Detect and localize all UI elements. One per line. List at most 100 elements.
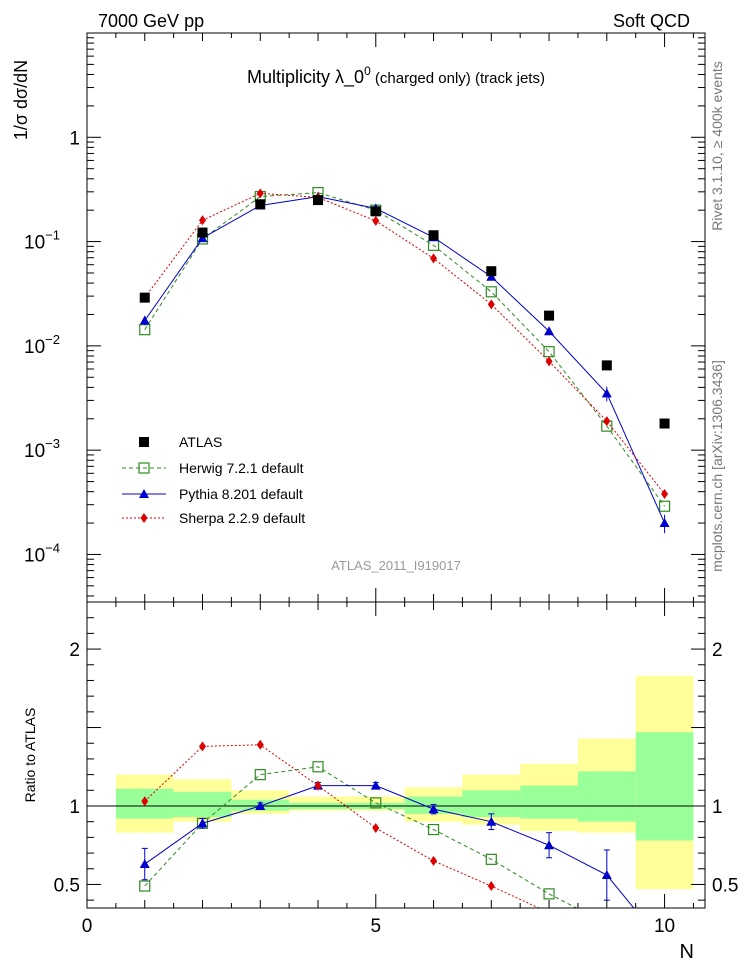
ratio-band-green	[173, 791, 232, 817]
chart-title: Multiplicity λ_00 (charged only) (track …	[247, 64, 545, 88]
x-tick-label: 5	[370, 916, 381, 937]
top-series-layer	[139, 186, 671, 534]
y-tick-base: 10	[24, 233, 45, 254]
atlas-point	[486, 266, 497, 277]
pythia-8-201-default-ratio-line	[144, 785, 635, 908]
sherpa-2-2-9-default-point	[430, 253, 438, 264]
atlas-point	[544, 310, 555, 321]
legend-marker-atlas	[139, 437, 149, 447]
sherpa-2-2-9-default-ratio-point	[372, 822, 380, 833]
header-left: 7000 GeV pp	[98, 11, 204, 31]
analysis-id: ATLAS_2011_I919017	[331, 558, 461, 573]
header-right: Soft QCD	[613, 11, 690, 31]
legend: ATLAS Herwig 7.2.1 default Pythia 8.201 de…	[122, 434, 305, 526]
y-tick-label-bottom-left: 0.5	[54, 875, 80, 896]
y-tick-exponent: −3	[45, 436, 60, 451]
pythia-8-201-default-point	[659, 518, 670, 528]
herwig-7-2-1-default-ratio-point	[543, 888, 555, 900]
y-tick-exponent: −2	[45, 332, 60, 347]
y-tick-label-bottom-right: 1	[712, 797, 723, 818]
x-axis-label: N	[680, 941, 694, 963]
herwig-7-2-1-default-ratio-point	[139, 880, 151, 892]
atlas-point	[659, 418, 670, 429]
herwig-7-2-1-default-ratio-point	[254, 769, 266, 781]
atlas-point	[313, 195, 324, 206]
atlas-point	[370, 206, 381, 217]
y-tick-label-bottom-right: 0.5	[712, 875, 738, 896]
sherpa-2-2-9-default-ratio-point	[256, 739, 264, 750]
atlas-point	[197, 227, 208, 238]
legend-label-herwig-7-2-1-default: Herwig 7.2.1 default	[179, 460, 304, 476]
sherpa-2-2-9-default-point	[199, 215, 207, 226]
herwig-7-2-1-default-ratio-point	[427, 823, 440, 836]
ratio-band-green	[635, 732, 694, 841]
pythia-8-201-default-ratio-point	[544, 840, 555, 850]
herwig-7-2-1-default-point	[658, 500, 671, 512]
legend-label-sherpa-2-2-9-default: Sherpa 2.2.9 default	[179, 510, 305, 526]
y-tick-label-bottom-left: 1	[69, 797, 80, 818]
atlas-point	[428, 230, 439, 241]
sherpa-2-2-9-default-ratio-line	[144, 744, 541, 908]
pythia-8-201-default-ratio-point	[486, 816, 497, 826]
sherpa-2-2-9-default-point	[372, 215, 380, 226]
sherpa-2-2-9-default-point	[661, 488, 669, 499]
title-extra: (charged only) (track jets)	[371, 70, 545, 87]
pythia-8-201-default-ratio-point	[139, 859, 150, 869]
title-sup: 0	[364, 64, 371, 78]
ratio-band-green	[520, 785, 578, 819]
legend-marker-pythia-8-201-default	[139, 489, 149, 498]
herwig-7-2-1-default-ratio-point	[485, 853, 497, 865]
pythia-8-201-default-ratio-point	[255, 801, 266, 810]
ratio-band-green	[462, 790, 521, 817]
atlas-point	[601, 360, 612, 371]
pythia-8-201-default-point	[486, 271, 497, 281]
pythia-8-201-default-ratio-point	[197, 818, 208, 828]
pythia-8-201-default-line	[144, 196, 666, 524]
sherpa-2-2-9-default-ratio-point	[314, 780, 322, 791]
legend-marker-herwig-7-2-1-default	[138, 462, 150, 474]
mcplots-label: mcplots.cern.ch [arXiv:1306.3436]	[709, 360, 725, 572]
y-tick-exponent: −4	[45, 540, 60, 555]
y-tick-label-bottom-right: 2	[712, 640, 723, 661]
x-tick-label: 0	[82, 916, 93, 937]
y-tick-label-top: 10−1	[24, 228, 60, 254]
legend-label-atlas: ATLAS	[179, 434, 222, 450]
title-main: Multiplicity λ_0	[247, 67, 364, 88]
sherpa-2-2-9-default-ratio-point	[199, 741, 207, 752]
bottom-frame	[86, 601, 706, 909]
atlas-point	[139, 292, 150, 303]
herwig-7-2-1-default-ratio-point	[312, 761, 324, 773]
pythia-8-201-default-point	[139, 315, 150, 325]
x-tick-label: 10	[654, 916, 675, 937]
pythia-8-201-default-point	[544, 326, 555, 336]
y-tick-base: 10	[24, 337, 45, 358]
ratio-series-layer	[139, 739, 635, 908]
y-tick-label-bottom-left: 2	[69, 640, 80, 661]
ratio-band-green	[577, 771, 636, 822]
y-tick-label-top: 10−4	[24, 540, 60, 566]
rivet-label: Rivet 3.1.10, ≥ 400k events	[709, 61, 725, 231]
y-tick-label-top: 1	[69, 128, 80, 149]
sherpa-2-2-9-default-line	[144, 192, 665, 495]
legend-label-pythia-8-201-default: Pythia 8.201 default	[179, 486, 303, 502]
sherpa-2-2-9-default-point	[545, 356, 553, 367]
y-axis-label-top: 1/σ dσ/dN	[11, 60, 31, 140]
pythia-8-201-default-ratio-point	[601, 870, 612, 880]
sherpa-2-2-9-default-point	[256, 188, 264, 199]
pythia-8-201-default-ratio-point	[370, 780, 381, 790]
herwig-7-2-1-default-point	[485, 286, 497, 298]
y-tick-label-top: 10−3	[24, 436, 60, 462]
pythia-8-201-default-ratio-point	[428, 804, 439, 814]
y-tick-exponent: −1	[45, 228, 60, 243]
sherpa-2-2-9-default-ratio-point	[141, 796, 149, 807]
legend-marker-sherpa-2-2-9-default	[140, 513, 148, 523]
y-tick-base: 10	[24, 545, 45, 566]
y-axis-label-bottom: Ratio to ATLAS	[22, 708, 38, 803]
pythia-8-201-default-point	[601, 388, 612, 398]
sherpa-2-2-9-default-ratio-point	[487, 881, 495, 892]
herwig-7-2-1-default-line	[144, 192, 665, 507]
y-tick-label-top: 10−2	[24, 332, 60, 358]
sherpa-2-2-9-default-ratio-point	[430, 855, 438, 866]
